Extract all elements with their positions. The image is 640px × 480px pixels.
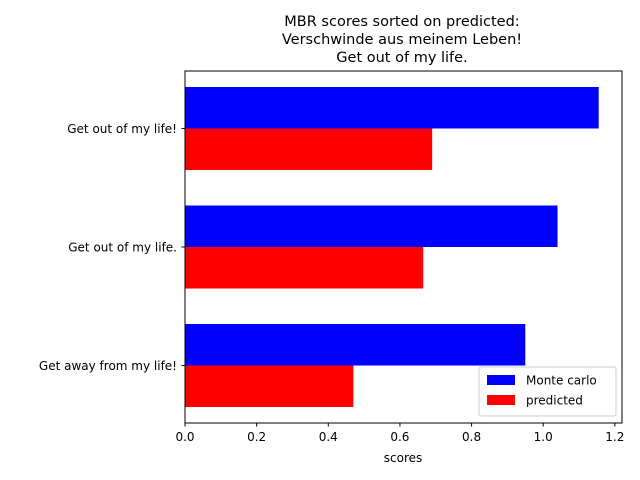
x-axis-label: scores (384, 451, 423, 465)
chart-title-line-2: Verschwinde aus meinem Leben! (282, 32, 522, 48)
x-axis-ticks: 0.0 0.2 0.4 0.6 0.8 1.0 1.2 (175, 423, 624, 444)
y-axis-ticks: Get out of my life! Get out of my life. Ge… (39, 122, 185, 373)
bar-predicted-3 (185, 365, 354, 407)
y-tick-label-2: Get out of my life. (68, 241, 177, 255)
x-tick-label-3: 0.4 (319, 430, 338, 444)
chart-title-line-1: MBR scores sorted on predicted: (284, 14, 519, 30)
legend-label-predicted: predicted (526, 394, 583, 408)
x-tick-label-7: 1.2 (605, 430, 624, 444)
legend-swatch-monte-carlo (487, 375, 515, 385)
legend-label-monte-carlo: Monte carlo (526, 374, 597, 388)
legend-swatch-predicted (487, 395, 515, 405)
x-tick-label-5: 0.8 (462, 430, 481, 444)
chart-title-line-3: Get out of my life. (336, 50, 467, 66)
bar-predicted-1 (185, 128, 433, 170)
bar-monte-carlo-1 (185, 87, 599, 129)
bar-monte-carlo-2 (185, 205, 558, 247)
x-tick-label-1: 0.0 (175, 430, 194, 444)
chart-title: MBR scores sorted on predicted: Verschwi… (282, 14, 522, 66)
bar-monte-carlo-3 (185, 324, 526, 366)
plot-area-frame (184, 70, 623, 424)
x-tick-label-2: 0.2 (247, 430, 266, 444)
y-tick-label-1: Get out of my life! (67, 122, 177, 136)
x-tick-label-6: 1.0 (534, 430, 553, 444)
bar-predicted-2 (185, 247, 424, 289)
bars-group (185, 87, 599, 407)
x-tick-label-4: 0.6 (390, 430, 409, 444)
legend: Monte carlo predicted (478, 366, 617, 417)
y-tick-label-3: Get away from my life! (39, 359, 177, 373)
